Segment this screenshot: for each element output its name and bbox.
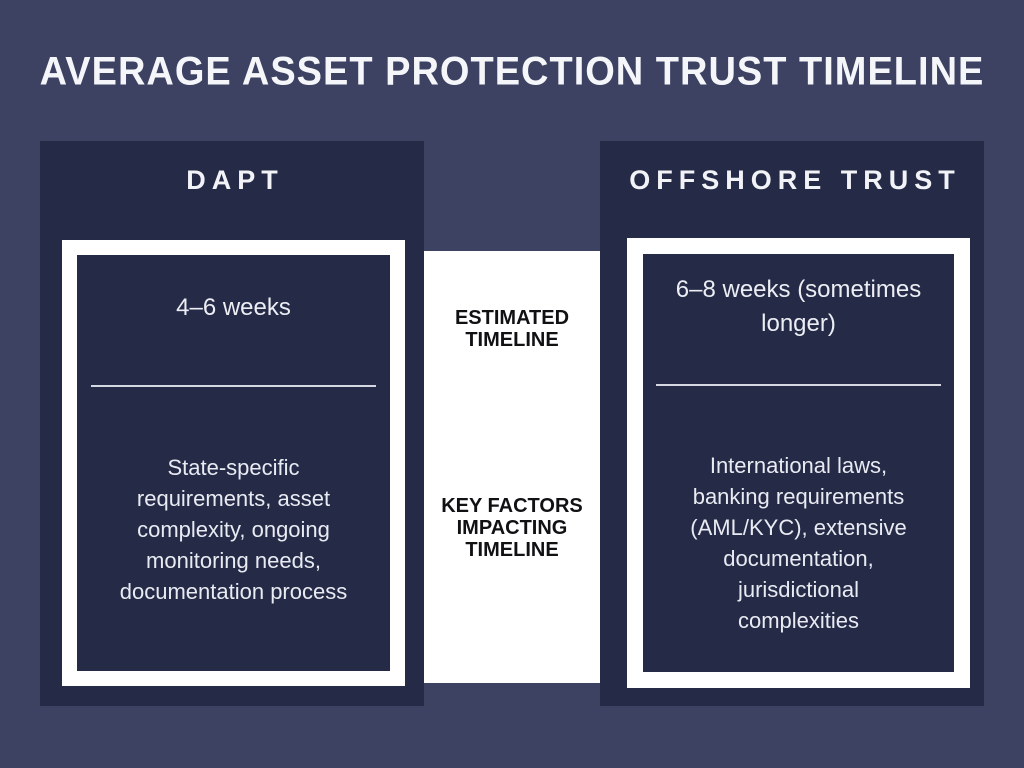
row-label-key-factors: KEY FACTORS IMPACTING TIMELINE — [441, 495, 583, 561]
offshore-trust-card-divider — [656, 384, 941, 386]
dapt-estimated-timeline-value: 4–6 weeks — [176, 294, 291, 321]
dapt-panel-header: DAPT — [186, 165, 284, 195]
row-label-estimated-timeline: ESTIMATED TIMELINE — [454, 307, 570, 351]
offshore-trust-estimated-timeline-value: 6–8 weeks (sometimes longer) — [675, 276, 922, 337]
dapt-card: 4–6 weeks State-specific requirements, a… — [77, 255, 390, 671]
row-labels-column: ESTIMATED TIMELINE KEY FACTORS IMPACTING… — [424, 251, 600, 683]
offshore-trust-key-factors-text: International laws, banking requirements… — [690, 453, 907, 633]
offshore-trust-card-frame: 6–8 weeks (sometimes longer) Internation… — [627, 238, 970, 688]
offshore-trust-panel-header: OFFSHORE TRUST — [629, 165, 961, 195]
offshore-trust-card: 6–8 weeks (sometimes longer) Internation… — [643, 254, 954, 672]
dapt-card-divider — [91, 385, 376, 387]
dapt-card-frame: 4–6 weeks State-specific requirements, a… — [62, 240, 405, 686]
dapt-key-factors-text: State-specific requirements, asset compl… — [119, 454, 348, 604]
page-title: AVERAGE ASSET PROTECTION TRUST TIMELINE — [39, 50, 985, 95]
